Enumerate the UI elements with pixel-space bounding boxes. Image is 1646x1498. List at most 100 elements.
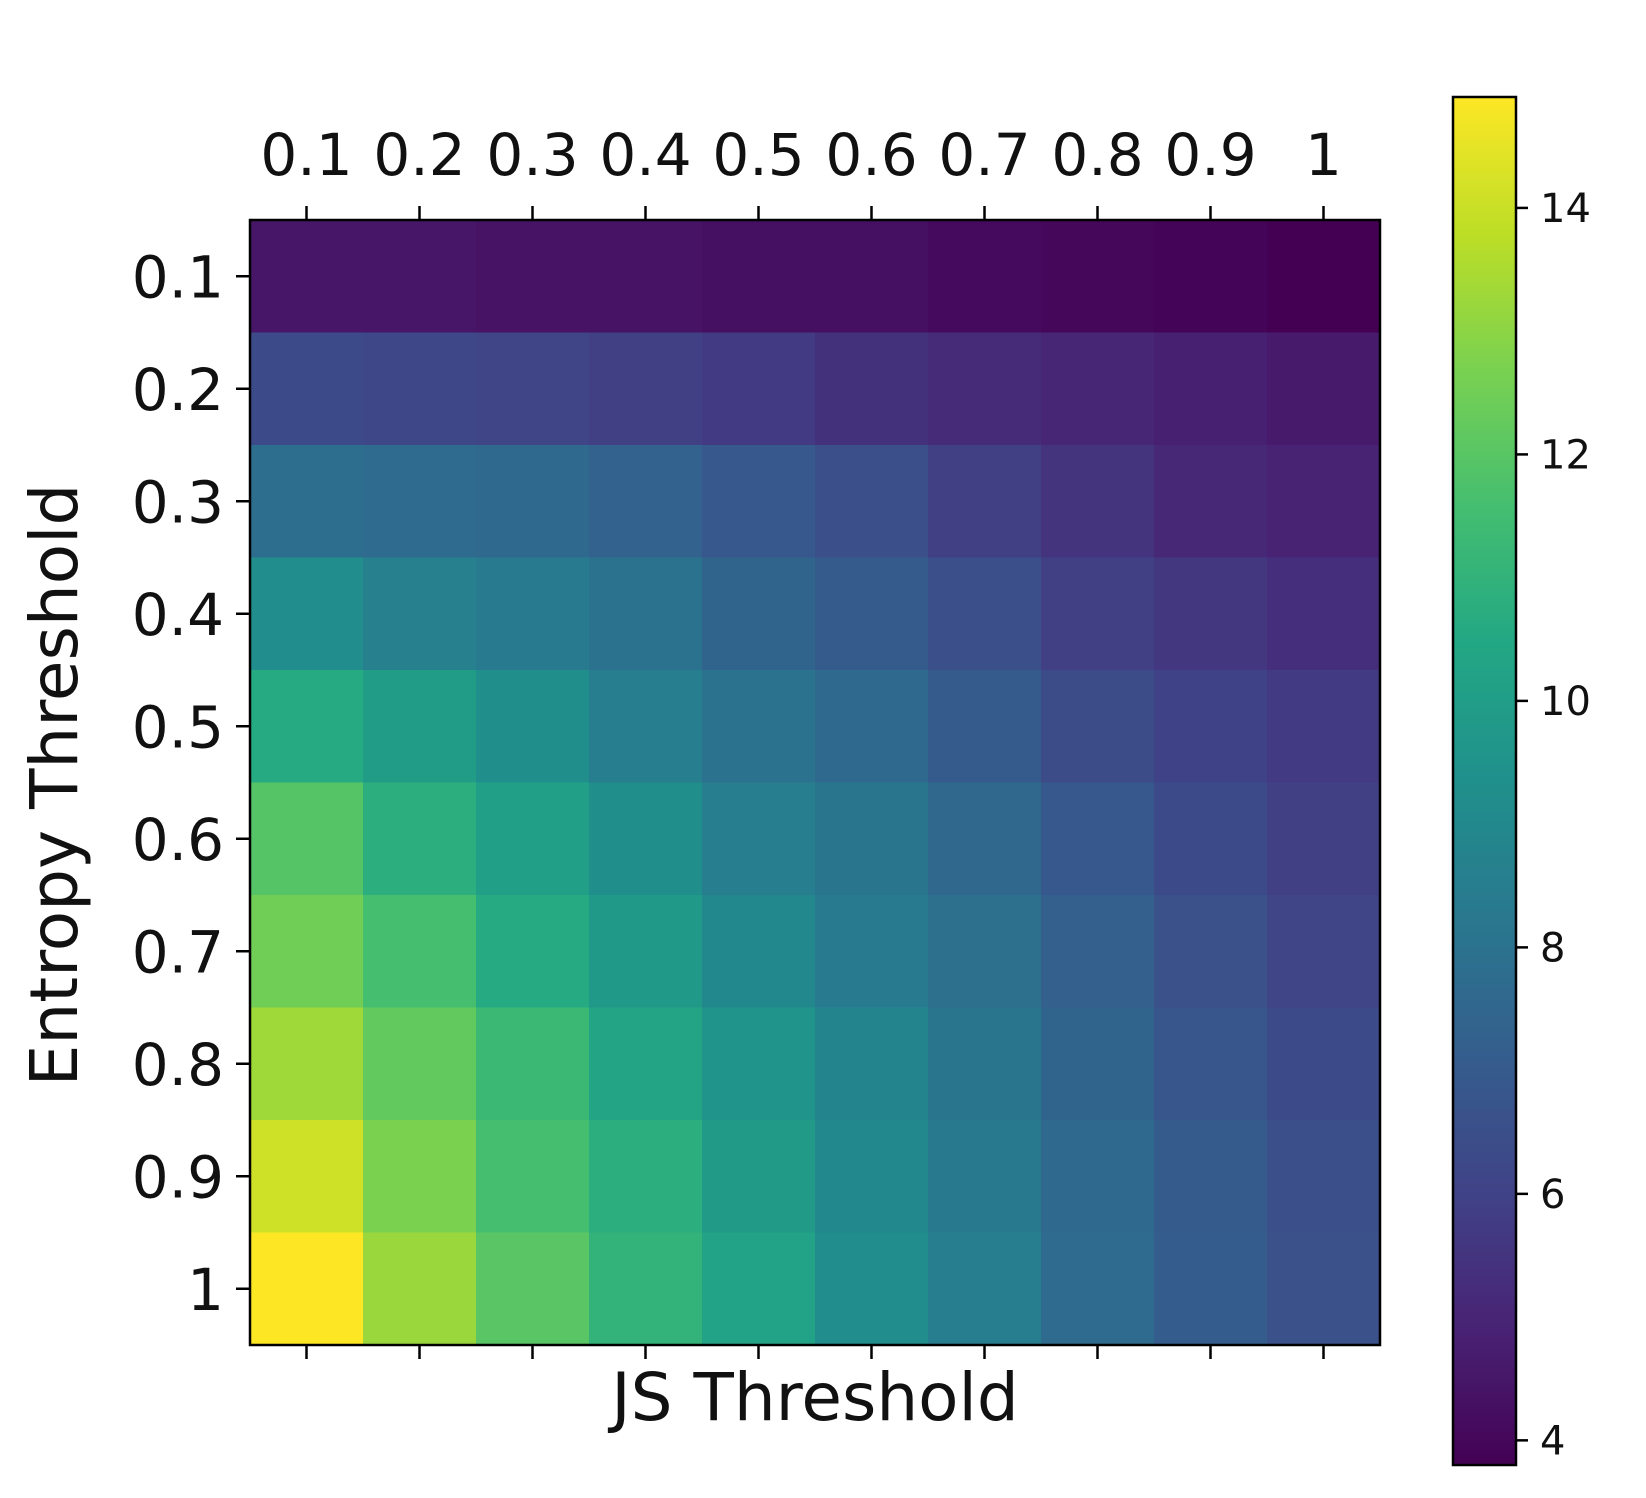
- colorbar-tick-label: 10: [1540, 679, 1591, 725]
- y-tick-label: 0.1: [132, 243, 224, 311]
- heatmap-cell: [476, 220, 590, 334]
- heatmap-cell: [815, 1007, 929, 1121]
- heatmap-cell: [589, 332, 703, 446]
- heatmap-cell: [363, 1007, 477, 1121]
- heatmap-cell: [815, 445, 929, 559]
- colorbar-tick-label: 8: [1540, 925, 1565, 971]
- colorbar-tick-label: 6: [1540, 1172, 1565, 1218]
- heatmap-cell: [815, 557, 929, 671]
- heatmap-cell: [1041, 557, 1155, 671]
- heatmap-cell: [476, 445, 590, 559]
- heatmap-cell: [589, 895, 703, 1009]
- heatmap-cell: [1041, 445, 1155, 559]
- heatmap-cell: [702, 1007, 816, 1121]
- heatmap-cell: [928, 1120, 1042, 1234]
- heatmap-cell: [928, 782, 1042, 896]
- heatmap-cell: [476, 1232, 590, 1346]
- heatmap-cell: [1154, 782, 1268, 896]
- heatmap-cell: [1041, 782, 1155, 896]
- x-tick-label: 0.9: [1164, 121, 1256, 189]
- x-axis-title: JS Threshold: [607, 1359, 1019, 1436]
- heatmap-cell: [250, 670, 364, 784]
- heatmap-cell: [1267, 332, 1381, 446]
- heatmap-cell: [589, 445, 703, 559]
- heatmap-cell: [815, 1232, 929, 1346]
- y-tick-label: 0.3: [132, 468, 224, 536]
- heatmap-cell: [250, 332, 364, 446]
- heatmap-cell: [1154, 670, 1268, 784]
- heatmap-cell: [1041, 670, 1155, 784]
- heatmap-cell: [815, 1120, 929, 1234]
- heatmap-cell: [1041, 895, 1155, 1009]
- heatmap-cell: [1041, 1007, 1155, 1121]
- heatmap-cell: [476, 670, 590, 784]
- y-tick-label: 0.4: [132, 581, 224, 649]
- colorbar-tick-label: 14: [1540, 186, 1591, 232]
- heatmap-cell: [1267, 1120, 1381, 1234]
- heatmap-cell: [1267, 1232, 1381, 1346]
- heatmap-cell: [702, 445, 816, 559]
- heatmap-cell: [815, 895, 929, 1009]
- heatmap-cell: [1154, 332, 1268, 446]
- heatmap-cell: [702, 782, 816, 896]
- heatmap-cell: [363, 1120, 477, 1234]
- x-tick-label: 0.1: [260, 121, 352, 189]
- heatmap-cell: [1154, 895, 1268, 1009]
- x-tick-label: 0.5: [712, 121, 804, 189]
- y-tick-label: 0.5: [132, 693, 224, 761]
- heatmap-cell: [363, 782, 477, 896]
- heatmap-cell: [589, 670, 703, 784]
- heatmap-cell: [815, 220, 929, 334]
- x-tick-label: 1: [1305, 121, 1342, 189]
- heatmap-cell: [476, 782, 590, 896]
- heatmap-cell: [250, 220, 364, 334]
- y-tick-label: 0.9: [132, 1143, 224, 1211]
- heatmap-cell: [1154, 220, 1268, 334]
- y-tick-label: 0.8: [132, 1031, 224, 1099]
- heatmap-cell: [928, 220, 1042, 334]
- heatmap-cell: [1267, 1007, 1381, 1121]
- heatmap-cell: [1154, 557, 1268, 671]
- heatmap-cell: [589, 557, 703, 671]
- heatmap-cell: [589, 782, 703, 896]
- heatmap-cell: [476, 557, 590, 671]
- heatmap-cell: [1267, 895, 1381, 1009]
- heatmap-cell: [702, 670, 816, 784]
- y-axis-title: Entropy Threshold: [16, 484, 93, 1087]
- heatmap-cell: [589, 1007, 703, 1121]
- heatmap-cell: [928, 670, 1042, 784]
- heatmap-cell: [1267, 782, 1381, 896]
- heatmap-cell: [476, 1120, 590, 1234]
- heatmap-cell: [1041, 220, 1155, 334]
- heatmap-cell: [476, 895, 590, 1009]
- heatmap-cell: [1154, 1120, 1268, 1234]
- heatmap-cell: [363, 895, 477, 1009]
- y-axis-ticks: 0.1 0.2 0.3 0.4 0.5 0.6 0.7 0.8 0.9 1: [132, 243, 250, 1324]
- heatmap-cell: [928, 1007, 1042, 1121]
- heatmap-cell: [1041, 332, 1155, 446]
- heatmap-cell: [815, 332, 929, 446]
- heatmap-cell: [1267, 670, 1381, 784]
- plot-frame: [248, 218, 1382, 1347]
- heatmap-cell: [363, 332, 477, 446]
- heatmap-cell: [928, 895, 1042, 1009]
- heatmap-cell: [815, 670, 929, 784]
- x-axis-ticks: 0.1 0.2 0.3 0.4 0.5 0.6 0.7 0.8 0.9 1: [260, 121, 1342, 1359]
- heatmap-cell: [815, 782, 929, 896]
- heatmap-cell: [928, 445, 1042, 559]
- heatmap-cell: [250, 895, 364, 1009]
- heatmap-cell: [1267, 557, 1381, 671]
- heatmap-cell: [1267, 445, 1381, 559]
- heatmap-cell: [250, 1120, 364, 1234]
- heatmap-cell: [702, 1120, 816, 1234]
- heatmap-cell: [1154, 1232, 1268, 1346]
- heatmap-cell: [702, 557, 816, 671]
- heatmap-cell: [702, 332, 816, 446]
- heatmap-cell: [1154, 1007, 1268, 1121]
- colorbar: [1451, 95, 1518, 1467]
- heatmap-cell: [363, 445, 477, 559]
- y-tick-label: 0.6: [132, 806, 224, 874]
- x-tick-label: 0.7: [938, 121, 1030, 189]
- x-tick-label: 0.8: [1051, 121, 1143, 189]
